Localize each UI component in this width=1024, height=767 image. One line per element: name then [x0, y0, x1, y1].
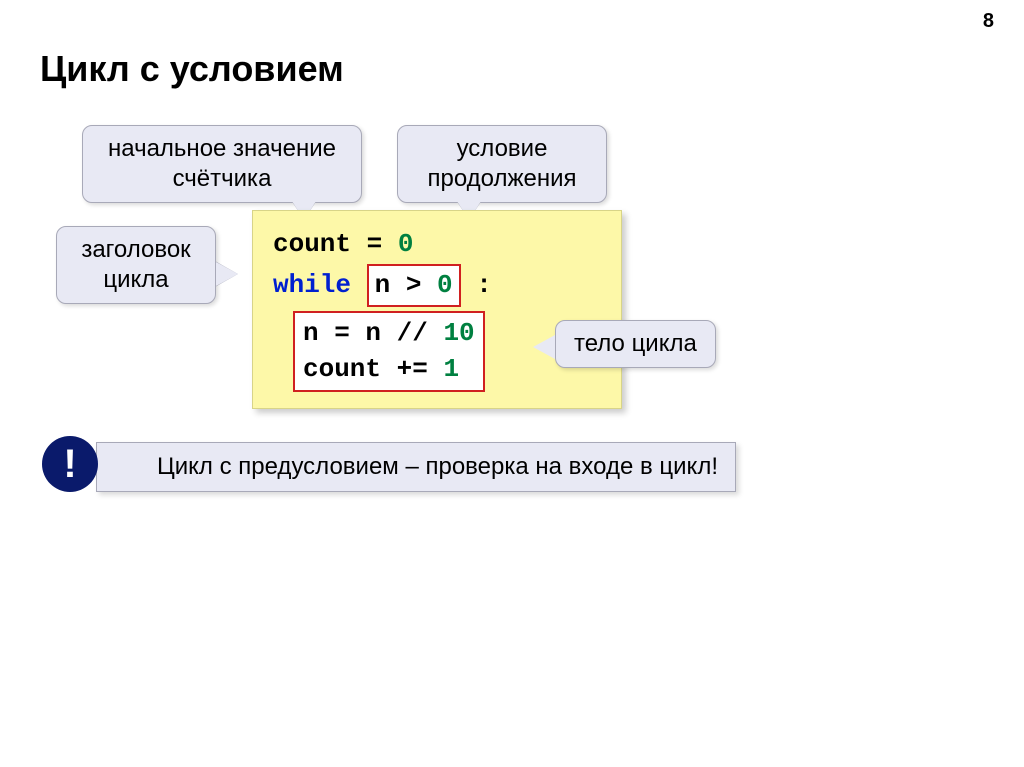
- code-num: 1: [443, 354, 459, 384]
- code-num: 0: [398, 229, 414, 259]
- code-var: count +=: [303, 354, 443, 384]
- loop-body-box: n = n // 10 count += 1: [293, 311, 485, 392]
- callout-loop-header: заголовок цикла: [56, 226, 216, 304]
- callout-line: заголовок: [81, 236, 190, 263]
- code-var: count: [273, 229, 351, 259]
- callout-line: начальное значение: [108, 135, 336, 162]
- code-line: while n > 0 :: [273, 264, 601, 307]
- callout-line: цикла: [103, 266, 168, 293]
- code-sp: [351, 270, 367, 300]
- callout-condition: условие продолжения: [397, 125, 607, 203]
- code-num: 0: [437, 270, 453, 300]
- callout-line: счётчика: [173, 165, 272, 192]
- callout-tail: [533, 335, 555, 359]
- code-num: 10: [443, 318, 474, 348]
- exclamation-badge: !: [42, 436, 98, 492]
- code-keyword: while: [273, 270, 351, 300]
- callout-line: продолжения: [427, 165, 576, 192]
- note-text: Цикл с предусловием – проверка на входе …: [157, 453, 718, 480]
- code-line: n = n // 10: [303, 315, 475, 351]
- callout-line: тело цикла: [574, 330, 697, 357]
- condition-box: n > 0: [367, 264, 461, 307]
- callout-loop-body: тело цикла: [555, 320, 716, 368]
- code-var: n >: [375, 270, 437, 300]
- note-bar: Цикл с предусловием – проверка на входе …: [96, 442, 736, 492]
- callout-tail: [216, 262, 238, 286]
- callout-line: условие: [457, 135, 548, 162]
- code-colon: :: [461, 270, 492, 300]
- page-number: 8: [983, 10, 994, 33]
- page-title: Цикл с условием: [40, 48, 344, 90]
- code-var: n = n //: [303, 318, 443, 348]
- code-line: count = 0: [273, 225, 601, 264]
- callout-initial-value: начальное значение счётчика: [82, 125, 362, 203]
- code-line: count += 1: [303, 351, 475, 387]
- code-op: =: [351, 229, 398, 259]
- code-block: count = 0 while n > 0 : n = n // 10 coun…: [252, 210, 622, 409]
